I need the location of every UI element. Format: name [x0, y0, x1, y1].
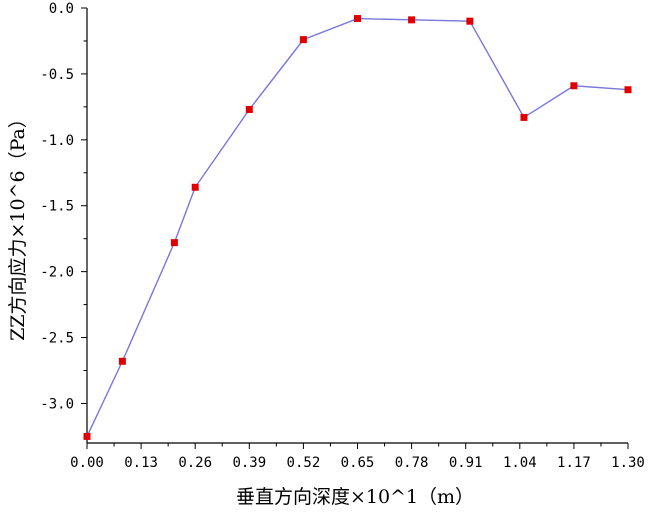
- x-tick-label: 0.91: [449, 455, 483, 471]
- y-axis-title: ZZ方向应力×10^6（Pa）: [7, 109, 29, 341]
- y-tick-label: -1.0: [40, 133, 74, 149]
- x-tick-label: 0.39: [232, 455, 266, 471]
- data-point: [570, 82, 578, 90]
- y-tick-label: -0.5: [40, 67, 74, 83]
- x-tick-label: 0.13: [124, 455, 158, 471]
- y-tick-label: -1.5: [40, 199, 74, 215]
- y-tick-label: -2.5: [40, 331, 74, 347]
- data-point: [118, 357, 126, 365]
- x-axis: 0.00 0.13 0.26 0.39 0.52 0.65 0.78 0.91 1.04 1.17…: [70, 442, 645, 471]
- x-tick-label: 0.65: [341, 455, 375, 471]
- series-0-line: [86, 17, 629, 437]
- x-tick-label: 1.30: [611, 455, 645, 471]
- x-tick-label: 1.17: [557, 455, 591, 471]
- x-tick-label: 0.26: [178, 455, 212, 471]
- data-point: [191, 183, 199, 191]
- x-tick-label: 0.00: [70, 455, 104, 471]
- data-point: [520, 113, 528, 121]
- y-axis: 0.0 -0.5 -1.0 -1.5 -2.0 -2.5 -3.0: [40, 1, 88, 443]
- x-axis-title: 垂直方向深度×10^1（m）: [236, 486, 474, 508]
- series-markers: [83, 15, 632, 440]
- series-line: [86, 17, 629, 437]
- x-tick-label: 0.52: [287, 455, 321, 471]
- data-point: [466, 17, 474, 25]
- x-tick-label: 0.78: [395, 455, 429, 471]
- data-point: [245, 106, 253, 113]
- data-point: [170, 239, 178, 247]
- x-tick-label: 1.04: [503, 455, 537, 471]
- data-point: [408, 16, 416, 24]
- data-point: [299, 36, 307, 44]
- data-point: [83, 432, 91, 440]
- y-tick-label: 0.0: [49, 1, 74, 17]
- data-point: [624, 86, 632, 94]
- y-tick-label: -2.0: [40, 265, 74, 281]
- data-point: [354, 15, 361, 23]
- y-tick-label: -3.0: [40, 396, 74, 412]
